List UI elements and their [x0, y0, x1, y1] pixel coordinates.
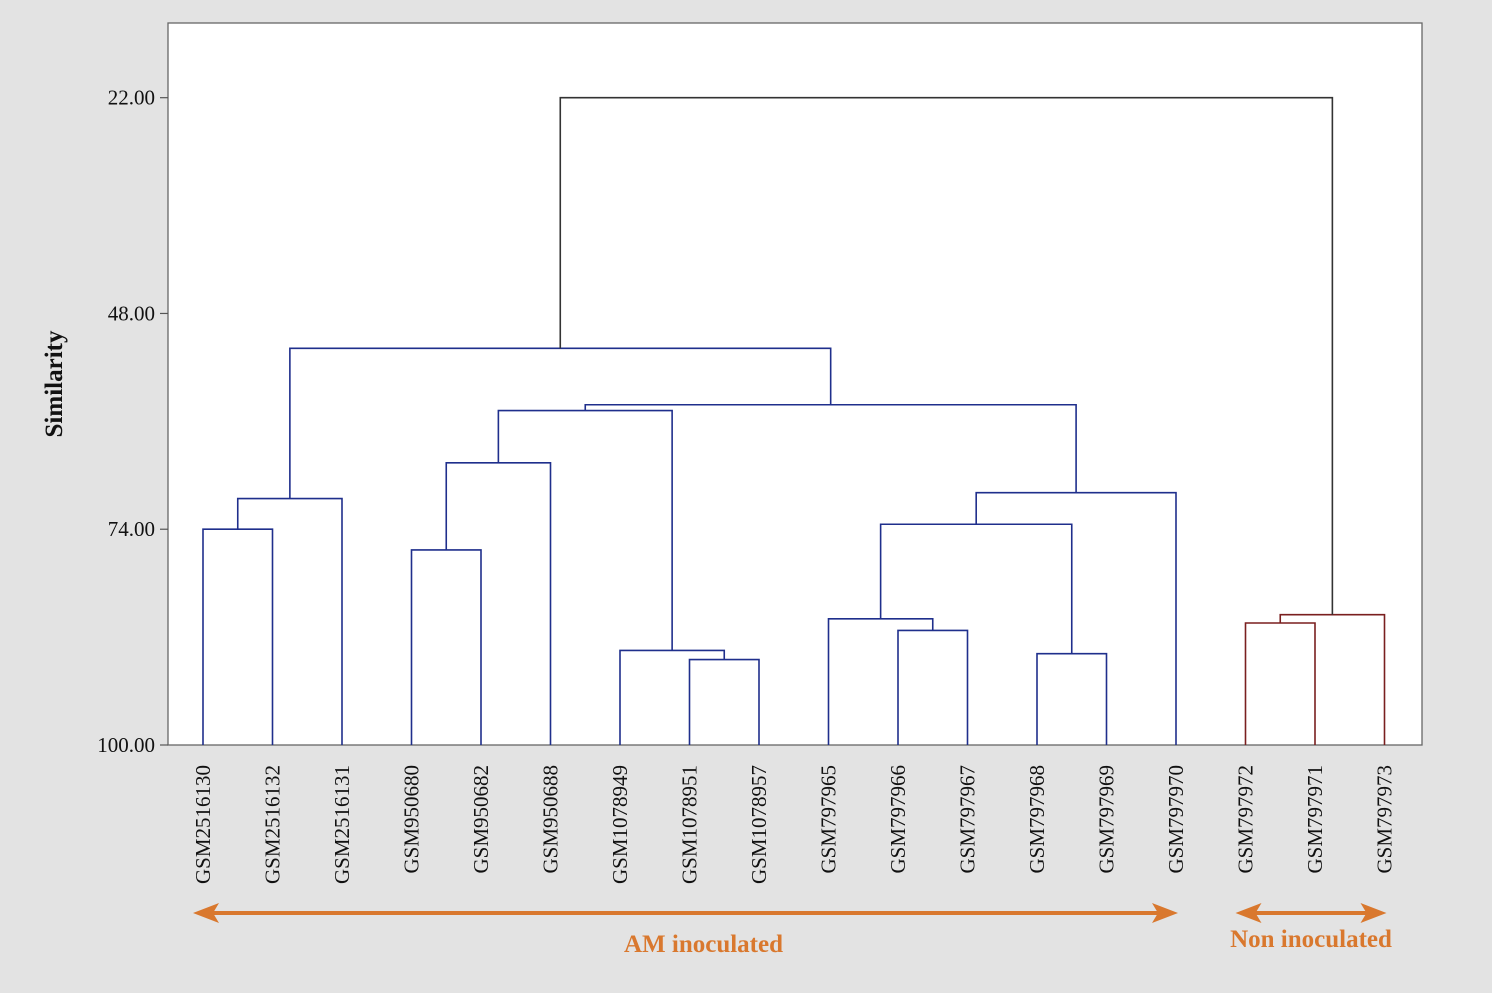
leaf-label: GSM1078957 [747, 765, 771, 884]
dendrogram-link [688, 658, 760, 745]
leaf-label: GSM797973 [1373, 765, 1397, 874]
y-axis-title: Similarity [41, 330, 68, 437]
leaf-label: GSM2516132 [261, 765, 285, 884]
y-tick-label: 22.00 [108, 86, 155, 110]
leaf-label: GSM2516130 [191, 765, 215, 884]
dendrogram-link [1244, 622, 1316, 745]
y-tick-label: 48.00 [108, 301, 155, 325]
leaf-label: GSM797971 [1303, 765, 1327, 874]
leaf-label: GSM950682 [469, 765, 493, 874]
dendrogram-link [975, 491, 1177, 745]
dendrogram-link [897, 629, 969, 745]
leaf-label: GSM950680 [400, 765, 424, 874]
y-axis: 22.00 48.00 74.00 100.00 [97, 86, 168, 757]
dendrogram-link [289, 347, 832, 499]
leaf-label: GSM1078951 [678, 765, 702, 884]
leaf-labels: GSM2516130 GSM2516132 GSM2516131 GSM950680 G… [191, 765, 1397, 884]
leaf-label: GSM1078949 [608, 765, 632, 884]
group-annotations: AM inoculated Non inoculated [193, 903, 1392, 958]
leaf-label: GSM797972 [1234, 765, 1258, 874]
dendrogram-link [559, 96, 1334, 615]
dendrogram-link [879, 523, 1073, 654]
leaf-label: GSM797966 [886, 765, 910, 874]
group-label: AM inoculated [624, 931, 783, 958]
leaf-label: GSM2516131 [330, 765, 354, 884]
group-label: Non inoculated [1230, 926, 1392, 953]
group-arrow-head-left [193, 903, 219, 923]
group-arrow-head-right [1152, 903, 1178, 923]
y-tick-label: 74.00 [108, 517, 155, 541]
group-arrow-head-right [1360, 903, 1387, 923]
dendrogram-links [202, 96, 1386, 745]
leaf-label: GSM797968 [1025, 765, 1049, 874]
leaf-label: GSM797967 [956, 765, 980, 874]
leaf-label: GSM797969 [1095, 765, 1119, 874]
y-tick-label: 100.00 [97, 733, 155, 757]
dendrogram-link [1036, 652, 1108, 745]
leaf-label: GSM950688 [539, 765, 563, 874]
leaf-label: GSM797970 [1164, 765, 1188, 874]
group-arrow-head-left [1235, 903, 1262, 923]
dendrogram-link [202, 528, 274, 745]
plot-area [167, 22, 1423, 746]
leaf-label: GSM797965 [817, 765, 841, 874]
